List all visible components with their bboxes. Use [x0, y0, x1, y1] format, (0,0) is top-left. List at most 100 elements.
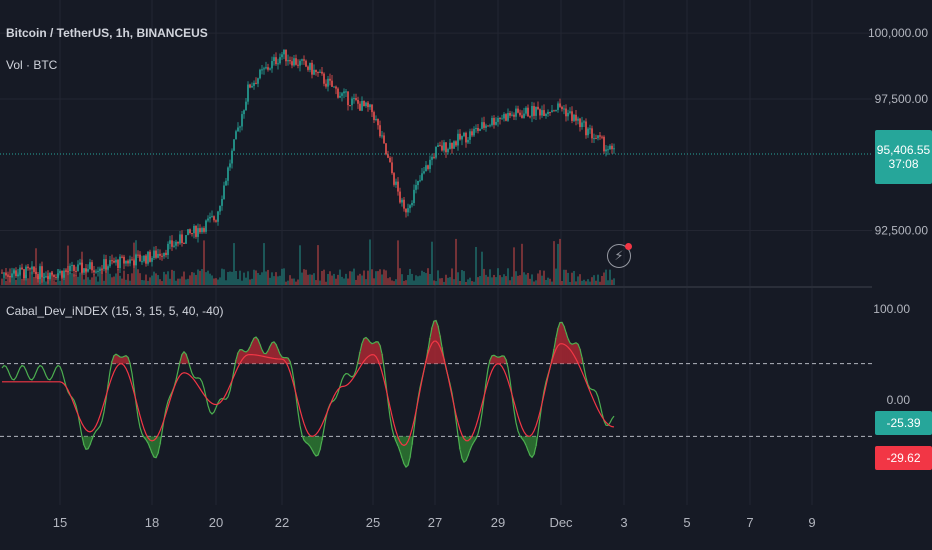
volume-bar [65, 269, 67, 285]
candle-body [89, 262, 91, 270]
volume-bar [499, 275, 501, 285]
candle-body [589, 128, 591, 130]
candle-body [47, 276, 49, 279]
volume-bar [439, 278, 441, 285]
candle-body [45, 276, 47, 278]
candle-body [235, 131, 237, 140]
volume-bar [553, 241, 555, 285]
volume-bar [387, 278, 389, 285]
time-axis-labels[interactable]: 15 18 20 22 25 27 29 Dec 3 5 7 9 [53, 515, 816, 530]
volume-bar [229, 271, 231, 285]
volume-bar [127, 274, 129, 285]
volume-bar [539, 270, 541, 285]
candle-body [25, 266, 27, 279]
lightning-icon[interactable]: ⚡ [607, 243, 632, 268]
candle-body [117, 259, 119, 269]
indicator-axis-ticks[interactable]: 100.00 0.00 [873, 302, 910, 407]
candle-body [145, 255, 147, 264]
candle-body [501, 118, 503, 120]
candle-body [395, 181, 397, 185]
candle-body [455, 141, 457, 146]
volume-bar [59, 280, 61, 285]
volume-bar [433, 280, 435, 285]
volume-bar [283, 268, 285, 285]
volume-bar [19, 273, 21, 285]
candle-body [499, 118, 501, 120]
volume-bar [121, 278, 123, 285]
candle-body [151, 257, 153, 262]
candle-body [73, 265, 75, 271]
indicator-legend[interactable]: Cabal_Dev_iNDEX (15, 3, 15, 5, 40, -40) [6, 304, 224, 318]
volume-bar [435, 281, 437, 285]
volume-legend[interactable]: Vol · BTC [6, 58, 58, 72]
candle-body [83, 268, 85, 273]
volume-bar [423, 271, 425, 285]
candle-body [91, 262, 93, 271]
volume-bar [131, 273, 133, 285]
volume-bar [355, 279, 357, 285]
volume-bar [171, 269, 173, 285]
volume-bar [495, 277, 497, 285]
symbol-title[interactable]: Bitcoin / TetherUS, 1h, BINANCEUS [6, 26, 208, 40]
candle-body [285, 49, 287, 62]
candle-body [439, 145, 441, 147]
volume-bar [279, 275, 281, 285]
volume-bar [515, 271, 517, 285]
volume-bar [489, 269, 491, 285]
candle-body [419, 180, 421, 182]
volume-bar [261, 272, 263, 285]
countdown-timer: 37:08 [888, 157, 919, 171]
candle-body [367, 102, 369, 108]
candle-body [29, 268, 31, 270]
volume-bar [599, 281, 601, 285]
volume-bar [307, 274, 309, 285]
volume-bar [611, 279, 613, 285]
candle-body [347, 91, 349, 106]
volume-bar [385, 270, 387, 285]
volume-bar [249, 279, 251, 285]
candle-body [333, 86, 335, 88]
candle-body [147, 251, 149, 264]
candle-body [413, 189, 415, 204]
candle-body [133, 260, 135, 266]
candle-body [219, 205, 221, 212]
volume-bar [31, 271, 33, 285]
volume-bar [141, 279, 143, 285]
candle-body [447, 148, 449, 153]
volume-bar [271, 272, 273, 285]
candle-body [427, 165, 429, 169]
candle-body [525, 107, 527, 114]
volume-bar [155, 273, 157, 285]
volume-bar [483, 268, 485, 285]
volume-bar [369, 239, 371, 285]
candle-body [181, 234, 183, 243]
volume-bar [339, 269, 341, 285]
price-axis-ticks[interactable]: 100,000.00 97,500.00 92,500.00 [868, 26, 928, 237]
volume-bar [511, 276, 513, 285]
candle-body [379, 125, 381, 137]
time-label: 22 [275, 515, 289, 530]
candle-body [553, 110, 555, 112]
volume-bar [231, 271, 233, 285]
volume-bar [551, 281, 553, 285]
candle-body [95, 271, 97, 273]
candle-body [137, 254, 139, 256]
candle-body [407, 208, 409, 213]
candle-body [97, 270, 99, 272]
volume-bar [161, 281, 163, 285]
volume-bar [95, 276, 97, 285]
candle-body [305, 60, 307, 67]
candle-body [353, 98, 355, 100]
time-label: 20 [209, 515, 223, 530]
candle-body [267, 67, 269, 70]
volume-bar [97, 281, 99, 285]
volume-bar [163, 271, 165, 285]
volume-bar [413, 280, 415, 285]
volume-bar [337, 274, 339, 285]
volume-bar [109, 273, 111, 285]
candle-body [31, 266, 33, 270]
candle-body [527, 107, 529, 117]
candle-body [309, 62, 311, 70]
volume-bar [601, 276, 603, 285]
